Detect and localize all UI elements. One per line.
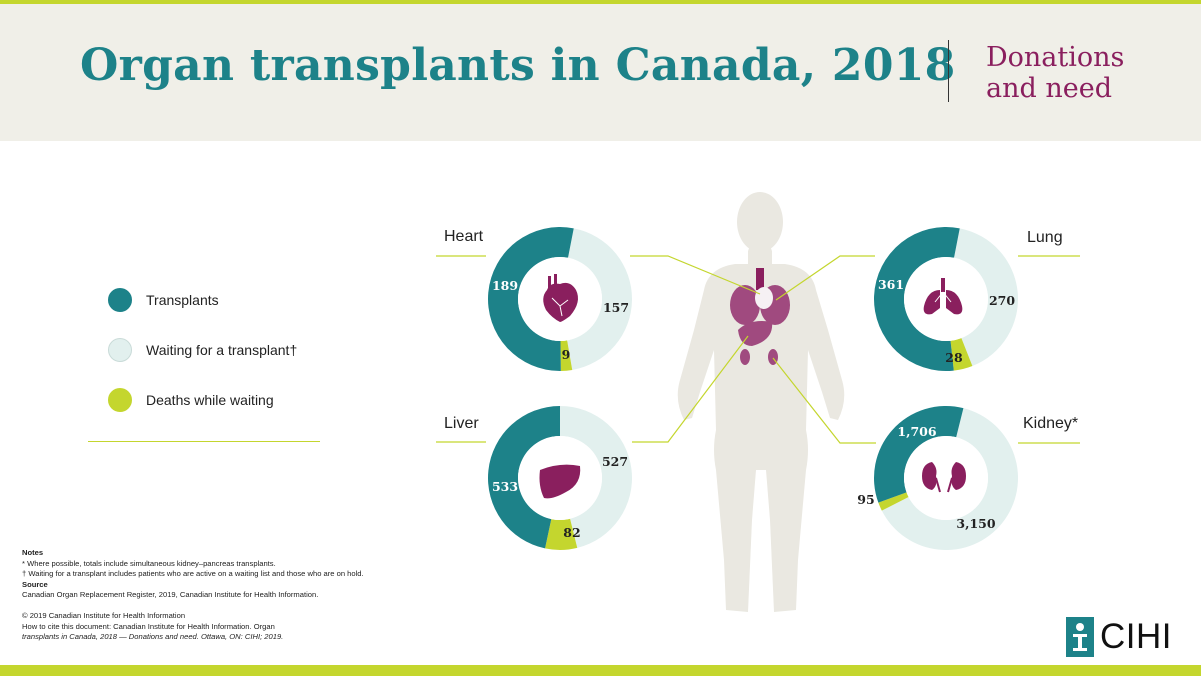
notes-block: Notes * Where possible, totals include s… — [22, 548, 442, 643]
heart-slice-transplants — [488, 227, 574, 372]
heart-label-transplants: 189 — [492, 278, 518, 293]
donut-charts: 189 157 9 361 270 28 533 527 82 1,706 3,150 95 — [487, 227, 1019, 550]
cihi-logo: CIHI — [1066, 617, 1172, 657]
subtitle-line-2: and need — [986, 73, 1112, 104]
kidney-slice-waiting — [881, 408, 1019, 550]
legend-swatch-waiting — [108, 338, 132, 362]
subtitle-line-1: Donations — [986, 42, 1125, 73]
legend-item-deaths: Deaths while waiting — [108, 388, 274, 412]
heart-slice-waiting — [567, 228, 633, 370]
kidney-connector — [772, 357, 876, 444]
kidneys-icon — [922, 462, 966, 493]
kidney-label-transplants: 1,706 — [897, 424, 936, 439]
liver-slice-deaths — [545, 518, 578, 550]
legend-divider — [88, 441, 320, 442]
kidney-chart-title: Kidney* — [1023, 415, 1079, 432]
heart-donut: 189 157 9 — [488, 227, 633, 372]
cihi-logo-text: CIHI — [1100, 617, 1172, 656]
header-band: Organ transplants in Canada, 2018 Donati… — [0, 4, 1201, 141]
lung-label-transplants: 361 — [878, 277, 904, 292]
kidney-slice-deaths — [878, 492, 909, 511]
citation-line-2: transplants in Canada, 2018 — Donations … — [22, 632, 284, 642]
lung-label-waiting: 270 — [989, 293, 1015, 308]
body-trachea — [756, 268, 764, 290]
liver-label-transplants: 533 — [492, 479, 518, 494]
bottom-accent-bar — [0, 665, 1201, 676]
top-accent-bar — [0, 0, 1201, 4]
legend-swatch-transplants — [108, 288, 132, 312]
liver-slice-transplants — [487, 406, 560, 549]
liver-chart-title: Liver — [444, 415, 479, 432]
heart-label-waiting: 157 — [603, 300, 629, 315]
body-kidney-left — [740, 349, 750, 365]
liver-slice-waiting — [560, 406, 632, 548]
body-liver — [738, 321, 773, 346]
page-title: Organ transplants in Canada, 2018 — [80, 40, 956, 91]
liver-connector — [632, 335, 749, 443]
kidney-label-waiting: 3,150 — [956, 516, 995, 531]
cihi-logo-mark — [1066, 617, 1094, 657]
liver-icon — [539, 464, 581, 499]
connector-lines — [436, 255, 1080, 444]
page-subtitle: Donations and need — [986, 42, 1124, 104]
heart-icon — [543, 274, 578, 322]
header-divider — [948, 40, 949, 102]
legend-swatch-deaths — [108, 388, 132, 412]
kidney-slice-transplants — [874, 405, 964, 503]
kidney-donut-hole — [904, 436, 988, 520]
source-heading: Source — [22, 579, 48, 589]
body-lung-left — [730, 285, 760, 325]
heart-chart-title: Heart — [444, 228, 484, 245]
lung-slice-transplants — [874, 227, 960, 371]
source-text: Canadian Organ Replacement Register, 201… — [22, 590, 319, 600]
body-heart — [755, 287, 773, 309]
legend-label-waiting: Waiting for a transplant† — [146, 342, 298, 358]
lung-connector — [775, 255, 875, 301]
legend-item-transplants: Transplants — [108, 288, 219, 312]
lung-slice-deaths — [950, 338, 973, 371]
lung-slice-waiting — [954, 228, 1018, 366]
liver-label-deaths: 82 — [563, 525, 580, 540]
citation-line-1: How to cite this document: Canadian Inst… — [22, 621, 275, 631]
lung-label-deaths: 28 — [945, 350, 963, 365]
lung-chart-title: Lung — [1027, 229, 1063, 246]
note-1: * Where possible, totals include simulta… — [22, 558, 276, 568]
legend-label-deaths: Deaths while waiting — [146, 392, 274, 408]
heart-label-deaths: 9 — [562, 347, 571, 362]
copyright-text: © 2019 Canadian Institute for Health Inf… — [22, 610, 186, 620]
kidney-label-deaths: 95 — [857, 492, 874, 507]
legend-item-waiting: Waiting for a transplant† — [108, 338, 297, 362]
notes-heading: Notes — [22, 548, 44, 557]
heart-slice-deaths — [560, 340, 573, 371]
lungs-icon — [923, 278, 963, 315]
liver-label-waiting: 527 — [602, 454, 628, 469]
legend-label-transplants: Transplants — [146, 292, 219, 308]
heart-connector — [630, 255, 761, 295]
note-2: † Waiting for a transplant includes pati… — [22, 569, 364, 579]
body-silhouette — [677, 192, 845, 612]
kidney-donut: 1,706 3,150 95 — [857, 405, 1019, 550]
